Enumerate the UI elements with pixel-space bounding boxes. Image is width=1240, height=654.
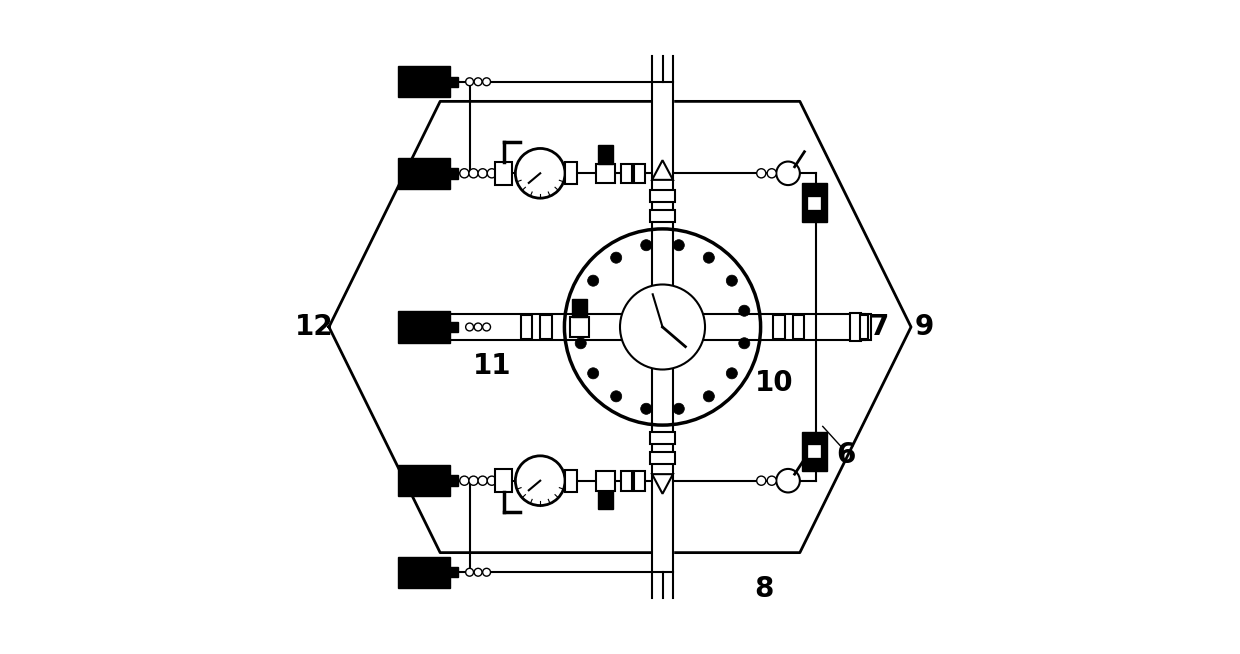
Circle shape (487, 476, 496, 485)
Bar (398, 465, 450, 496)
Circle shape (610, 391, 621, 402)
Text: 7: 7 (869, 313, 888, 341)
Bar (802, 432, 827, 471)
Bar (599, 490, 613, 509)
Circle shape (469, 476, 479, 485)
Circle shape (469, 169, 479, 178)
Circle shape (756, 476, 766, 485)
Bar (792, 315, 805, 339)
Text: 11: 11 (474, 353, 512, 380)
Circle shape (516, 148, 565, 198)
Circle shape (776, 469, 800, 492)
Circle shape (673, 404, 684, 415)
Circle shape (474, 568, 482, 576)
Text: 12: 12 (295, 313, 334, 341)
Bar (599, 145, 613, 164)
Bar (621, 164, 631, 183)
Circle shape (727, 275, 738, 286)
Circle shape (739, 305, 750, 317)
Circle shape (703, 391, 714, 402)
Circle shape (673, 239, 684, 250)
Circle shape (768, 169, 776, 178)
Text: 9: 9 (914, 313, 934, 341)
Circle shape (460, 476, 469, 485)
Circle shape (641, 239, 652, 250)
Circle shape (575, 305, 587, 317)
Bar (450, 322, 458, 332)
Bar (450, 168, 458, 179)
Bar (808, 197, 820, 209)
Bar (650, 210, 675, 222)
Circle shape (588, 275, 599, 286)
Bar (650, 452, 675, 464)
Bar (569, 317, 589, 337)
Circle shape (703, 252, 714, 263)
Bar (650, 432, 675, 444)
Bar (565, 162, 577, 184)
Circle shape (482, 568, 491, 576)
Polygon shape (652, 474, 673, 494)
Circle shape (516, 456, 565, 506)
Circle shape (479, 476, 487, 485)
Circle shape (727, 368, 738, 379)
Bar (565, 470, 577, 492)
Circle shape (588, 368, 599, 379)
Bar (450, 77, 458, 87)
Circle shape (482, 323, 491, 331)
Circle shape (768, 476, 776, 485)
Bar (802, 183, 827, 222)
Bar (398, 158, 450, 189)
Bar (808, 445, 820, 457)
Circle shape (474, 78, 482, 86)
Polygon shape (652, 160, 673, 180)
Bar (495, 469, 512, 492)
Circle shape (487, 169, 496, 178)
Circle shape (575, 337, 587, 349)
Bar (857, 314, 872, 340)
Bar (635, 471, 645, 490)
Bar (773, 315, 785, 339)
Circle shape (610, 252, 621, 263)
Circle shape (739, 337, 750, 349)
Circle shape (620, 284, 706, 370)
Circle shape (466, 568, 474, 576)
Bar (851, 313, 861, 341)
Circle shape (479, 169, 487, 178)
Bar (521, 315, 532, 339)
Bar (541, 315, 552, 339)
Circle shape (756, 169, 766, 178)
Text: 8: 8 (754, 575, 774, 602)
Circle shape (482, 78, 491, 86)
Bar (398, 311, 450, 343)
Bar (450, 567, 458, 577)
Bar (635, 164, 645, 183)
Circle shape (776, 162, 800, 185)
Bar (595, 471, 615, 490)
Circle shape (466, 78, 474, 86)
Bar (595, 164, 615, 183)
Bar (398, 66, 450, 97)
Circle shape (460, 169, 469, 178)
Bar (572, 299, 587, 317)
Circle shape (564, 229, 760, 425)
Bar (650, 190, 675, 202)
Circle shape (641, 404, 652, 415)
Bar (495, 162, 512, 185)
Bar (450, 475, 458, 486)
Circle shape (466, 323, 474, 331)
Bar (861, 315, 868, 339)
Circle shape (474, 323, 482, 331)
Text: 6: 6 (836, 441, 856, 468)
Bar (398, 557, 450, 588)
Text: 10: 10 (754, 369, 794, 396)
Bar (621, 471, 631, 490)
